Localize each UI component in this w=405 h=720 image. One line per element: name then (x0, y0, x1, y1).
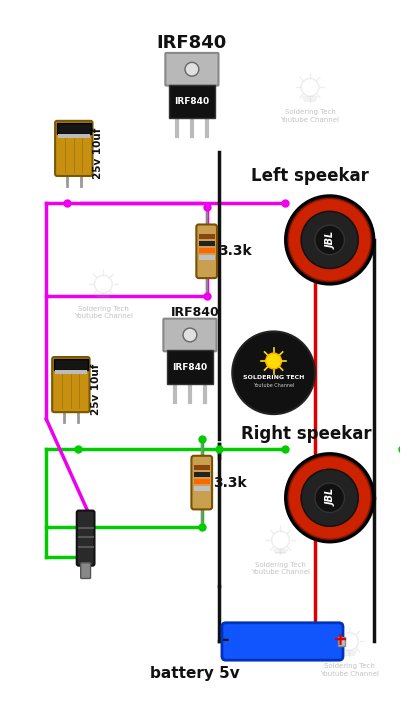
Text: JBL: JBL (327, 231, 337, 248)
Text: 25v 10uf: 25v 10uf (94, 127, 104, 179)
Circle shape (185, 63, 199, 76)
Text: IRF840: IRF840 (157, 34, 227, 52)
Text: Youtube Channel: Youtube Channel (253, 383, 294, 388)
Circle shape (286, 196, 374, 284)
Text: Left speekar: Left speekar (251, 167, 369, 185)
Text: IRF840: IRF840 (173, 363, 207, 372)
Text: battery 5v: battery 5v (149, 666, 239, 681)
Circle shape (301, 469, 358, 526)
Bar (169, 84, 215, 119)
Wedge shape (288, 456, 371, 539)
Text: SOLDERING TECH: SOLDERING TECH (243, 375, 304, 380)
Circle shape (183, 328, 197, 342)
FancyBboxPatch shape (163, 319, 217, 351)
FancyBboxPatch shape (196, 225, 217, 278)
Bar (55, 370, 87, 374)
Bar (194, 472, 210, 477)
Circle shape (315, 483, 345, 513)
Text: Soldering Tech
Youtube Channel: Soldering Tech Youtube Channel (320, 663, 379, 677)
Text: JBL: JBL (327, 489, 337, 506)
Text: IRF840: IRF840 (174, 97, 209, 106)
Circle shape (301, 212, 358, 269)
Text: Soldering Tech
Youtube Channel: Soldering Tech Youtube Channel (251, 562, 310, 575)
Bar (199, 255, 215, 260)
Text: IRF840: IRF840 (171, 306, 219, 319)
Bar (194, 479, 210, 485)
Bar (199, 248, 215, 253)
FancyBboxPatch shape (81, 563, 91, 578)
Bar (338, 636, 345, 647)
Bar (199, 234, 215, 239)
Bar (54, 359, 87, 370)
FancyBboxPatch shape (165, 53, 218, 86)
Text: Right speekar: Right speekar (241, 425, 372, 443)
Circle shape (315, 225, 345, 255)
Text: +: + (332, 631, 347, 649)
Bar (199, 241, 215, 246)
Bar (167, 351, 213, 384)
Circle shape (266, 353, 281, 369)
FancyBboxPatch shape (192, 456, 212, 509)
Text: 3.3k: 3.3k (218, 244, 252, 258)
Wedge shape (288, 199, 371, 282)
Text: 3.3k: 3.3k (213, 476, 247, 490)
FancyBboxPatch shape (77, 510, 94, 566)
Text: Soldering Tech
Youtube Channel: Soldering Tech Youtube Channel (74, 306, 133, 320)
Bar (58, 134, 90, 138)
FancyBboxPatch shape (52, 357, 90, 412)
FancyBboxPatch shape (55, 121, 92, 176)
Circle shape (286, 454, 374, 542)
Bar (194, 465, 210, 470)
Circle shape (232, 331, 315, 414)
Text: Soldering Tech
Youtube Channel: Soldering Tech Youtube Channel (281, 109, 339, 122)
FancyBboxPatch shape (222, 623, 343, 660)
Bar (194, 486, 210, 491)
Text: 25v 10uf: 25v 10uf (91, 364, 100, 415)
Bar (57, 123, 91, 134)
Text: -: - (222, 631, 229, 649)
